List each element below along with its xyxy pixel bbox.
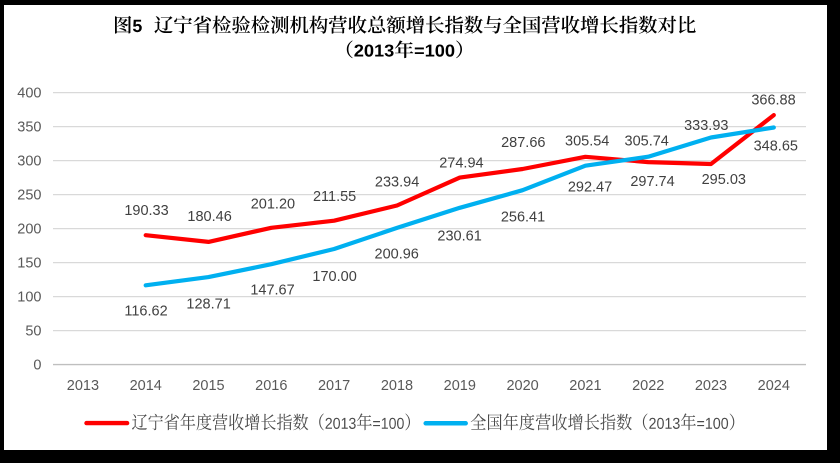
svg-text:400: 400 [17, 86, 41, 102]
svg-text:150: 150 [17, 256, 41, 272]
svg-text:2023: 2023 [695, 378, 727, 394]
svg-text:170.00: 170.00 [312, 269, 356, 285]
svg-text:116.62: 116.62 [124, 303, 167, 319]
svg-text:287.66: 287.66 [501, 135, 545, 151]
svg-text:100: 100 [17, 290, 41, 306]
svg-text:350: 350 [17, 120, 41, 136]
svg-text:147.67: 147.67 [250, 283, 294, 299]
svg-text:2019: 2019 [444, 378, 476, 394]
svg-text:2024: 2024 [758, 378, 790, 394]
svg-text:2017: 2017 [318, 378, 350, 394]
svg-text:305.74: 305.74 [625, 133, 669, 149]
svg-text:297.74: 297.74 [630, 174, 674, 190]
svg-text:200: 200 [17, 222, 41, 238]
svg-text:2020: 2020 [506, 378, 538, 394]
svg-text:256.41: 256.41 [501, 209, 545, 225]
svg-text:0: 0 [33, 358, 41, 374]
svg-text:50: 50 [25, 324, 41, 340]
svg-text:333.93: 333.93 [684, 118, 728, 134]
svg-text:2016: 2016 [255, 378, 287, 394]
svg-text:366.88: 366.88 [751, 93, 795, 109]
svg-text:305.54: 305.54 [565, 134, 609, 150]
svg-text:2021: 2021 [569, 378, 601, 394]
svg-text:295.03: 295.03 [702, 172, 746, 188]
svg-text:201.20: 201.20 [251, 196, 295, 212]
svg-text:292.47: 292.47 [568, 179, 612, 195]
svg-text:2015: 2015 [192, 378, 224, 394]
svg-text:200.96: 200.96 [375, 246, 419, 262]
svg-text:2014: 2014 [130, 378, 162, 394]
svg-text:300: 300 [17, 154, 41, 170]
svg-text:211.55: 211.55 [313, 189, 356, 205]
svg-text:128.71: 128.71 [186, 296, 230, 312]
svg-text:233.94: 233.94 [375, 175, 419, 191]
svg-text:230.61: 230.61 [437, 228, 481, 244]
svg-text:2022: 2022 [632, 378, 664, 394]
svg-text:348.65: 348.65 [754, 139, 798, 155]
svg-text:2018: 2018 [381, 378, 413, 394]
svg-text:190.33: 190.33 [124, 203, 168, 219]
svg-text:2013: 2013 [67, 378, 99, 394]
svg-text:250: 250 [17, 188, 41, 204]
svg-text:180.46: 180.46 [187, 209, 231, 225]
svg-text:274.94: 274.94 [439, 156, 483, 172]
